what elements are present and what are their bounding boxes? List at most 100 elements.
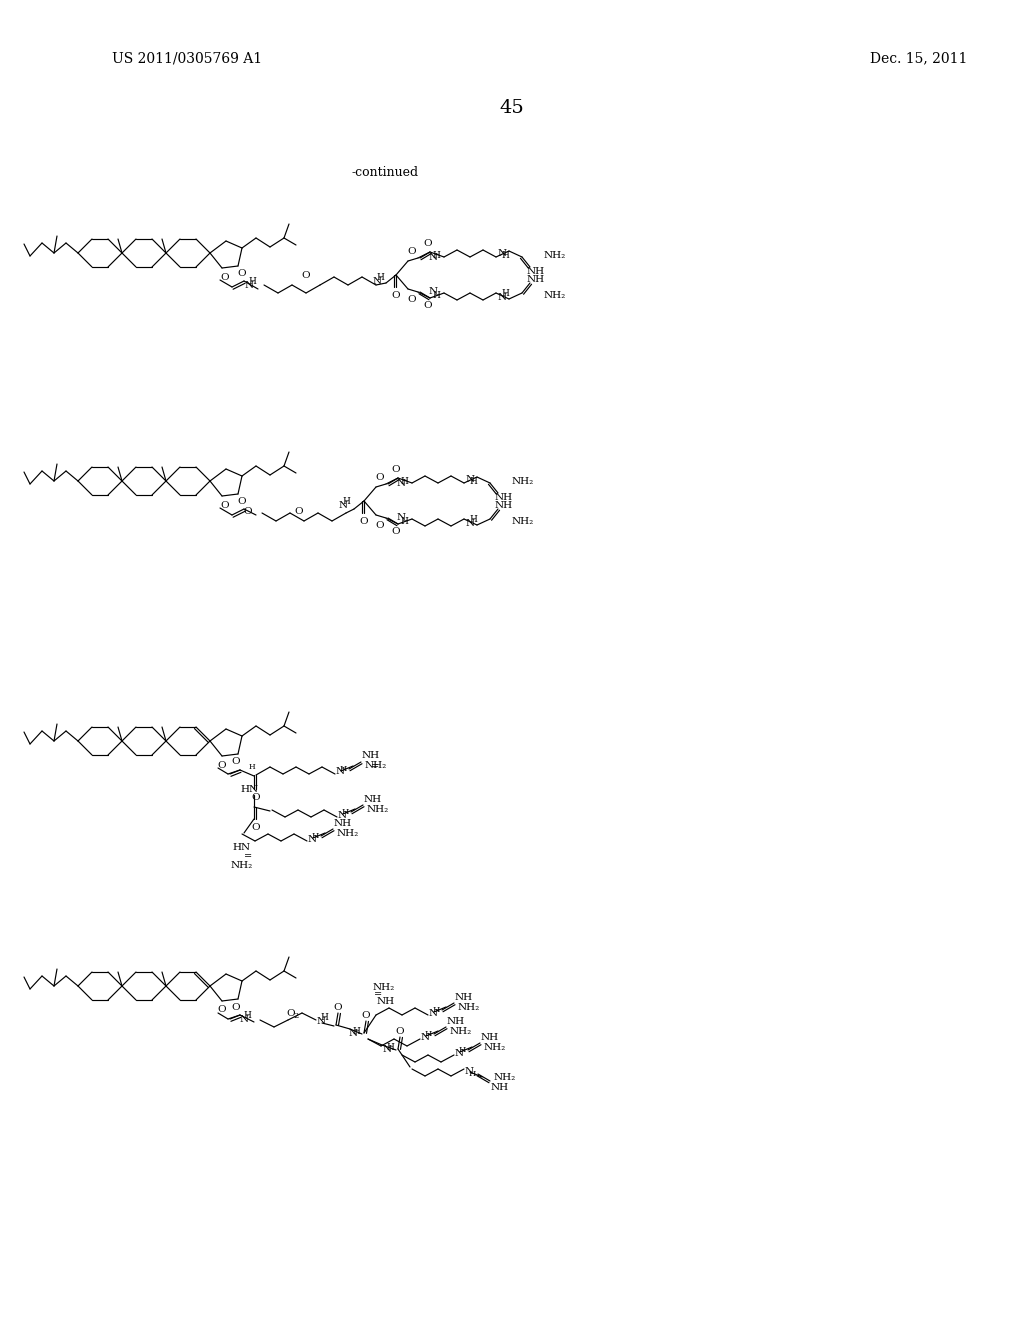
Text: H: H (432, 290, 440, 300)
Text: O: O (218, 1006, 226, 1015)
Text: H: H (321, 1014, 328, 1023)
Text: NH: NH (377, 997, 395, 1006)
Text: O: O (408, 247, 417, 256)
Text: N: N (466, 474, 474, 483)
Text: NH₂: NH₂ (494, 1072, 516, 1081)
Text: N: N (338, 810, 346, 820)
Text: O: O (395, 1027, 404, 1035)
Text: H: H (432, 1006, 439, 1014)
Text: H: H (501, 289, 509, 298)
Text: NH: NH (334, 818, 352, 828)
Text: NH₂: NH₂ (544, 290, 566, 300)
Text: NH: NH (447, 1016, 465, 1026)
Text: N: N (396, 513, 406, 523)
Text: NH: NH (455, 993, 473, 1002)
Text: O: O (252, 792, 260, 801)
Text: N: N (373, 276, 382, 285)
Text: NH₂: NH₂ (337, 829, 359, 837)
Text: H: H (341, 808, 349, 816)
Text: H: H (400, 477, 408, 486)
Text: NH: NH (527, 267, 545, 276)
Text: O: O (392, 528, 400, 536)
Text: HN: HN (241, 785, 259, 795)
Text: NH₂: NH₂ (373, 982, 395, 991)
Text: O: O (244, 507, 252, 516)
Text: NH₂: NH₂ (544, 251, 566, 260)
Text: H: H (501, 252, 509, 260)
Text: O: O (218, 760, 226, 770)
Text: 2: 2 (293, 1012, 299, 1020)
Text: O: O (302, 271, 310, 280)
Text: O: O (238, 268, 247, 277)
Text: O: O (231, 1002, 241, 1011)
Text: O: O (334, 1002, 342, 1011)
Text: H: H (339, 766, 347, 774)
Text: N: N (245, 281, 254, 289)
Text: H: H (468, 1071, 476, 1078)
Text: NH₂: NH₂ (450, 1027, 472, 1035)
Text: O: O (238, 496, 247, 506)
Text: H: H (376, 272, 384, 281)
Text: N: N (348, 1030, 357, 1039)
Text: NH: NH (490, 1082, 509, 1092)
Text: N: N (466, 519, 474, 528)
Text: H: H (249, 763, 255, 771)
Text: N: N (339, 502, 347, 511)
Text: 45: 45 (500, 99, 524, 117)
Text: N: N (428, 253, 437, 263)
Text: H: H (469, 478, 477, 487)
Text: N: N (307, 834, 316, 843)
Text: O: O (408, 294, 417, 304)
Text: Dec. 15, 2011: Dec. 15, 2011 (870, 51, 968, 65)
Text: -continued: -continued (351, 165, 419, 178)
Text: H: H (342, 496, 350, 506)
Text: NH₂: NH₂ (484, 1043, 506, 1052)
Text: N: N (498, 293, 507, 301)
Text: =: = (371, 763, 379, 771)
Text: O: O (221, 272, 229, 281)
Text: HN: HN (232, 842, 251, 851)
Text: O: O (359, 516, 369, 525)
Text: N: N (240, 1015, 249, 1023)
Text: N: N (421, 1032, 429, 1041)
Text: O: O (424, 301, 432, 310)
Text: NH₂: NH₂ (365, 762, 387, 771)
Text: O: O (287, 1008, 295, 1018)
Text: O: O (252, 822, 260, 832)
Text: N: N (396, 479, 406, 488)
Text: H: H (243, 1011, 251, 1020)
Text: NH₂: NH₂ (512, 516, 535, 525)
Text: NH: NH (495, 500, 513, 510)
Text: O: O (295, 507, 303, 516)
Text: O: O (221, 500, 229, 510)
Text: H: H (432, 251, 440, 260)
Text: N: N (465, 1067, 473, 1076)
Text: H: H (424, 1030, 432, 1038)
Text: O: O (361, 1011, 371, 1019)
Text: N: N (428, 1008, 437, 1018)
Text: O: O (392, 290, 400, 300)
Text: H: H (459, 1045, 466, 1053)
Text: =: = (244, 853, 252, 862)
Text: H: H (386, 1043, 394, 1052)
Text: O: O (424, 239, 432, 248)
Text: =: = (374, 990, 382, 999)
Text: NH₂: NH₂ (512, 477, 535, 486)
Text: O: O (231, 758, 241, 767)
Text: H: H (248, 277, 256, 286)
Text: NH: NH (481, 1032, 499, 1041)
Text: NH: NH (362, 751, 380, 760)
Text: N: N (382, 1045, 391, 1055)
Text: NH: NH (527, 275, 545, 284)
Text: N: N (428, 288, 437, 297)
Text: O: O (376, 473, 384, 482)
Text: NH₂: NH₂ (367, 804, 389, 813)
Text: O: O (376, 520, 384, 529)
Text: NH₂: NH₂ (230, 861, 253, 870)
Text: H: H (311, 832, 318, 840)
Text: NH: NH (364, 795, 382, 804)
Text: US 2011/0305769 A1: US 2011/0305769 A1 (112, 51, 262, 65)
Text: H: H (400, 516, 408, 525)
Text: H: H (352, 1027, 360, 1035)
Text: N: N (455, 1048, 464, 1057)
